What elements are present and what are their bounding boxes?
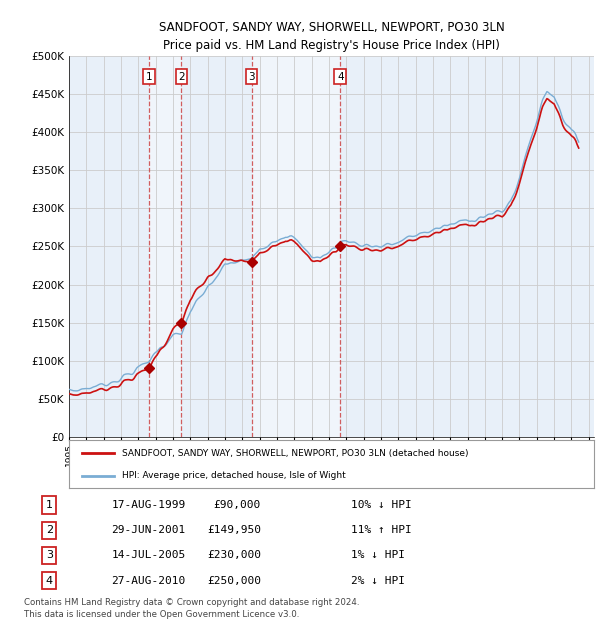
Text: 1% ↓ HPI: 1% ↓ HPI (351, 551, 405, 560)
Text: 2: 2 (46, 525, 53, 535)
Text: £230,000: £230,000 (207, 551, 261, 560)
Text: 3: 3 (248, 72, 255, 82)
Text: SANDFOOT, SANDY WAY, SHORWELL, NEWPORT, PO30 3LN (detached house): SANDFOOT, SANDY WAY, SHORWELL, NEWPORT, … (121, 449, 468, 458)
Text: HPI: Average price, detached house, Isle of Wight: HPI: Average price, detached house, Isle… (121, 471, 345, 480)
Text: 11% ↑ HPI: 11% ↑ HPI (351, 525, 412, 535)
Text: 27-AUG-2010: 27-AUG-2010 (112, 575, 185, 586)
Text: Contains HM Land Registry data © Crown copyright and database right 2024.
This d: Contains HM Land Registry data © Crown c… (24, 598, 359, 619)
Text: 10% ↓ HPI: 10% ↓ HPI (351, 500, 412, 510)
Text: 1: 1 (146, 72, 152, 82)
Title: SANDFOOT, SANDY WAY, SHORWELL, NEWPORT, PO30 3LN
Price paid vs. HM Land Registry: SANDFOOT, SANDY WAY, SHORWELL, NEWPORT, … (158, 21, 505, 52)
Text: £90,000: £90,000 (214, 500, 261, 510)
Bar (340, 56, 594, 437)
Text: 29-JUN-2001: 29-JUN-2001 (112, 525, 185, 535)
Bar (181, 56, 251, 437)
Text: £250,000: £250,000 (207, 575, 261, 586)
Text: £149,950: £149,950 (207, 525, 261, 535)
Text: 3: 3 (46, 551, 53, 560)
Text: 17-AUG-1999: 17-AUG-1999 (112, 500, 185, 510)
Text: 14-JUL-2005: 14-JUL-2005 (112, 551, 185, 560)
Text: 2% ↓ HPI: 2% ↓ HPI (351, 575, 405, 586)
Text: 4: 4 (46, 575, 53, 586)
Text: 2: 2 (178, 72, 185, 82)
Text: 4: 4 (337, 72, 344, 82)
Bar (69, 56, 149, 437)
Text: 1: 1 (46, 500, 53, 510)
